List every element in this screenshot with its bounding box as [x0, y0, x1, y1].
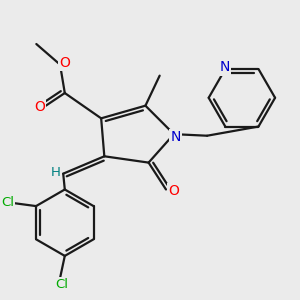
- Text: H: H: [50, 166, 60, 178]
- Text: O: O: [34, 100, 45, 114]
- Text: O: O: [59, 56, 70, 70]
- Text: N: N: [170, 130, 181, 144]
- Text: Cl: Cl: [55, 278, 68, 291]
- Text: O: O: [169, 184, 179, 198]
- Text: Cl: Cl: [1, 196, 14, 209]
- Text: N: N: [219, 60, 230, 74]
